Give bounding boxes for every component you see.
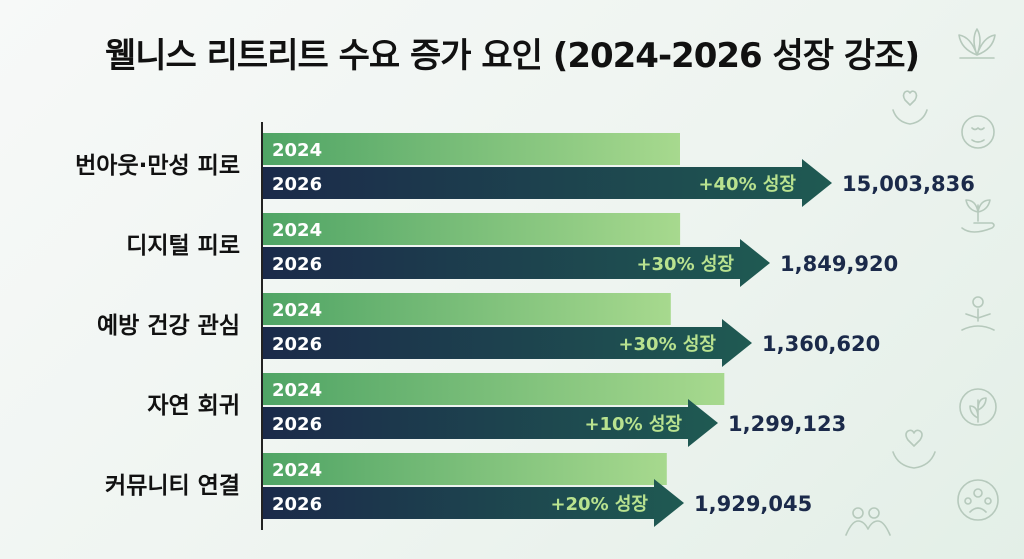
bar-2024: [262, 213, 681, 245]
bar-2026-arrow: [262, 319, 752, 367]
lotus-icon: [958, 28, 996, 59]
bar-2026-label: 2026: [272, 414, 322, 435]
bar-2024-label: 2024: [272, 220, 322, 241]
growth-label: +30% 성장: [636, 254, 734, 275]
leaf-icon: [959, 388, 997, 426]
growth-label: +20% 성장: [550, 494, 648, 515]
bar-2026-label: 2026: [272, 254, 322, 275]
bar-2024: [262, 373, 725, 405]
value-label: 1,929,045: [694, 492, 812, 516]
decorative-icons: [845, 28, 999, 536]
bar-2026-label: 2026: [272, 334, 322, 355]
growth-label: +40% 성장: [698, 174, 796, 195]
bar-2024: [262, 133, 680, 165]
community-icon: [957, 479, 999, 521]
category-label: 자연 회귀: [147, 393, 240, 419]
value-label: 1,849,920: [780, 252, 898, 276]
category-label: 번아웃·만성 피로: [75, 153, 240, 179]
bar-2026-arrow: [262, 159, 832, 207]
meditation-icon: [961, 296, 995, 331]
bar-2026-arrow: [262, 239, 770, 287]
chart-title: 웰니스 리트리트 수요 증가 요인 (2024-2026 성장 강조): [104, 36, 920, 76]
bar-2026-label: 2026: [272, 174, 322, 195]
people-hands-icon: [845, 507, 891, 536]
bar-2024-label: 2024: [272, 300, 322, 321]
growth-label: +30% 성장: [618, 334, 716, 355]
value-label: 15,003,836: [842, 172, 975, 196]
bar-2024-label: 2024: [272, 460, 322, 481]
bar-2024: [262, 453, 667, 485]
bar-2024-label: 2024: [272, 380, 322, 401]
growth-label: +10% 성장: [584, 414, 682, 435]
value-label: 1,360,620: [762, 332, 880, 356]
value-label: 1,299,123: [728, 412, 846, 436]
category-label: 예방 건강 관심: [97, 313, 240, 339]
bar-2026-arrow: [262, 399, 718, 447]
plot-area: 번아웃·만성 피로 2024 2026 +40% 성장 15,003,836 디지털 피로…: [75, 122, 975, 530]
bar-2026-arrow: [262, 479, 684, 527]
bar-2024-label: 2024: [272, 140, 322, 161]
plant-hand-icon: [961, 199, 995, 233]
category-label: 디지털 피로: [126, 233, 240, 259]
bar-2024: [262, 293, 671, 325]
heart-hands-icon: [892, 90, 928, 125]
bar-2026-label: 2026: [272, 494, 322, 515]
spa-face-icon: [961, 115, 995, 149]
category-label: 커뮤니티 연결: [105, 473, 240, 499]
care-hands-icon: [892, 429, 936, 469]
